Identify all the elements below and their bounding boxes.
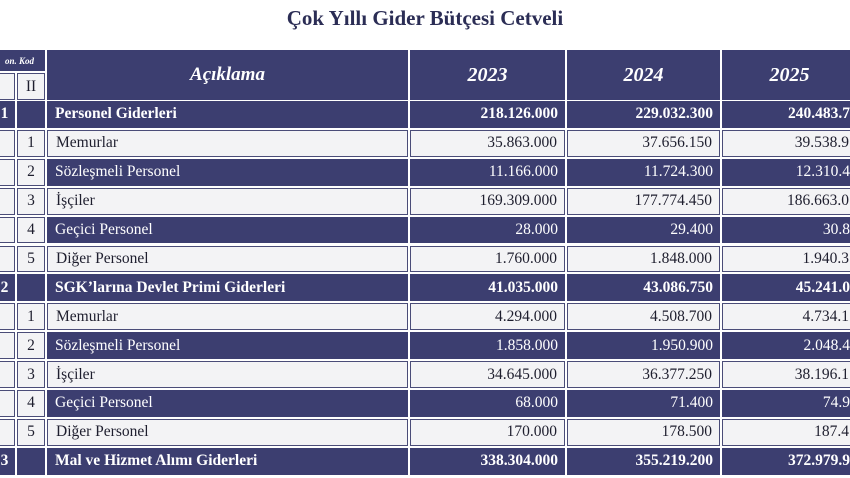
amount: 229.032.300 <box>567 101 720 128</box>
header-year: 2024 <box>567 50 720 100</box>
amount: 11.724.300 <box>567 158 720 186</box>
amount: 4.508.700 <box>567 303 720 331</box>
row-label: Sözleşmeli Personel <box>47 158 408 186</box>
amount: 45.241.0 <box>722 274 850 302</box>
code-i: 1 <box>0 101 15 128</box>
code-ii <box>17 101 45 128</box>
row-label: Geçici Personel <box>47 216 408 244</box>
row-label: Diğer Personel <box>47 245 408 273</box>
amount: 71.400 <box>567 390 720 417</box>
code-i <box>0 418 15 446</box>
code-i <box>0 303 15 331</box>
amount: 36.377.250 <box>567 361 720 388</box>
code-ii: 1 <box>17 129 45 157</box>
header-code-i <box>0 73 15 100</box>
header-description: Açıklama <box>47 50 408 100</box>
code-i: 3 <box>0 447 15 475</box>
code-ii <box>17 274 45 302</box>
amount: 30.8 <box>722 216 850 244</box>
row-label: Personel Giderleri <box>47 101 408 128</box>
amount: 34.645.000 <box>410 361 565 388</box>
code-ii: 5 <box>17 418 45 446</box>
amount: 37.656.150 <box>567 129 720 157</box>
code-i: 2 <box>0 274 15 302</box>
amount: 186.663.0 <box>722 187 850 215</box>
code-i <box>0 187 15 215</box>
row-label: Memurlar <box>47 303 408 331</box>
code-ii: 4 <box>17 216 45 244</box>
code-i <box>0 216 15 244</box>
amount: 38.196.1 <box>722 361 850 388</box>
row-label: İşçiler <box>47 361 408 388</box>
amount: 28.000 <box>410 216 565 244</box>
amount: 372.979.9 <box>722 447 850 475</box>
amount: 1.940.3 <box>722 245 850 273</box>
amount: 1.848.000 <box>567 245 720 273</box>
amount: 178.500 <box>567 418 720 446</box>
code-ii: 2 <box>17 158 45 186</box>
amount: 338.304.000 <box>410 447 565 475</box>
amount: 177.774.450 <box>567 187 720 215</box>
code-i <box>0 361 15 388</box>
amount: 4.294.000 <box>410 303 565 331</box>
code-ii: 3 <box>17 187 45 215</box>
code-ii: 1 <box>17 303 45 331</box>
amount: 41.035.000 <box>410 274 565 302</box>
amount: 4.734.1 <box>722 303 850 331</box>
row-label: Diğer Personel <box>47 418 408 446</box>
amount: 29.400 <box>567 216 720 244</box>
amount: 1.950.900 <box>567 332 720 360</box>
row-label: Memurlar <box>47 129 408 157</box>
amount: 218.126.000 <box>410 101 565 128</box>
amount: 355.219.200 <box>567 447 720 475</box>
amount: 11.166.000 <box>410 158 565 186</box>
code-i <box>0 158 15 186</box>
amount: 35.863.000 <box>410 129 565 157</box>
amount: 74.9 <box>722 390 850 417</box>
row-label: Sözleşmeli Personel <box>47 332 408 360</box>
amount: 39.538.9 <box>722 129 850 157</box>
code-ii: 5 <box>17 245 45 273</box>
code-i <box>0 245 15 273</box>
header-year: 2025 <box>722 50 850 100</box>
amount: 1.760.000 <box>410 245 565 273</box>
code-ii: 2 <box>17 332 45 360</box>
row-label: SGK’larına Devlet Primi Giderleri <box>47 274 408 302</box>
code-i <box>0 390 15 417</box>
row-label: Mal ve Hizmet Alımı Giderleri <box>47 447 408 475</box>
row-label: Geçici Personel <box>47 390 408 417</box>
row-label: İşçiler <box>47 187 408 215</box>
title: Çok Yıllı Gider Bütçesi Cetveli <box>286 6 564 30</box>
amount: 12.310.4 <box>722 158 850 186</box>
amount: 187.4 <box>722 418 850 446</box>
code-ii <box>17 447 45 475</box>
code-ii: 3 <box>17 361 45 388</box>
code-i <box>0 129 15 157</box>
amount: 68.000 <box>410 390 565 417</box>
amount: 240.483.7 <box>722 101 850 128</box>
header-code-ii: II <box>17 73 45 100</box>
amount: 2.048.4 <box>722 332 850 360</box>
amount: 43.086.750 <box>567 274 720 302</box>
header-year: 2023 <box>410 50 565 100</box>
code-i <box>0 332 15 360</box>
amount: 1.858.000 <box>410 332 565 360</box>
header-code: on. Kod <box>0 50 45 71</box>
code-ii: 4 <box>17 390 45 417</box>
amount: 169.309.000 <box>410 187 565 215</box>
amount: 170.000 <box>410 418 565 446</box>
